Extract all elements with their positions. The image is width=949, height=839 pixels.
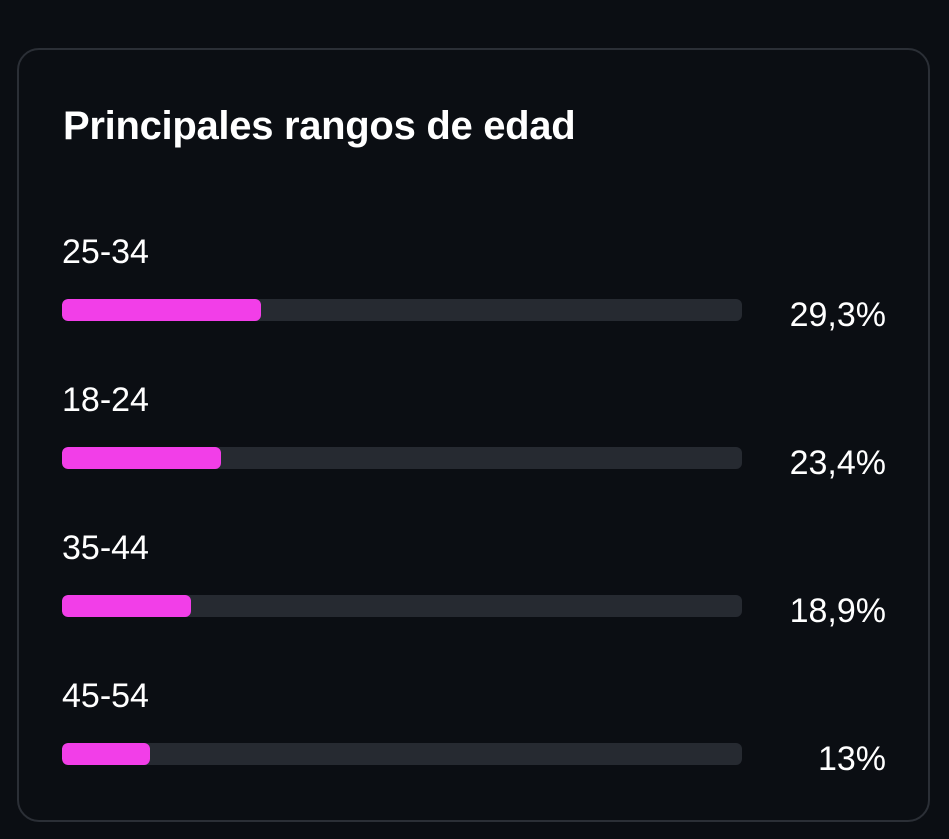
age-range-label: 35-44 [62, 529, 149, 567]
bar-fill [62, 595, 191, 617]
age-range-label: 18-24 [62, 381, 149, 419]
bar-track [62, 595, 742, 617]
bar-fill [62, 447, 222, 469]
percentage-value: 18,9% [789, 592, 886, 630]
bar-fill [62, 743, 151, 765]
bar-fill [62, 299, 262, 321]
percentage-value: 13% [817, 740, 886, 778]
age-ranges-card: Principales rangos de edad 25-34 29,3% 18-… [17, 48, 930, 822]
bar-track [62, 743, 742, 765]
bar-track [62, 299, 742, 321]
percentage-value: 23,4% [789, 444, 886, 482]
age-range-row: 45-54 13% [19, 676, 928, 778]
age-range-label: 45-54 [62, 677, 149, 715]
percentage-value: 29,3% [789, 296, 886, 334]
age-range-label: 25-34 [62, 233, 149, 271]
age-ranges-bar-chart: 25-34 29,3% 18-24 23,4% 35-44 18,9% 45-54 13% [19, 50, 928, 820]
age-range-row: 18-24 23,4% [19, 380, 928, 482]
age-range-row: 25-34 29,3% [19, 232, 928, 334]
age-range-row: 35-44 18,9% [19, 528, 928, 630]
bar-track [62, 447, 742, 469]
card-title: Principales rangos de edad [63, 104, 576, 148]
